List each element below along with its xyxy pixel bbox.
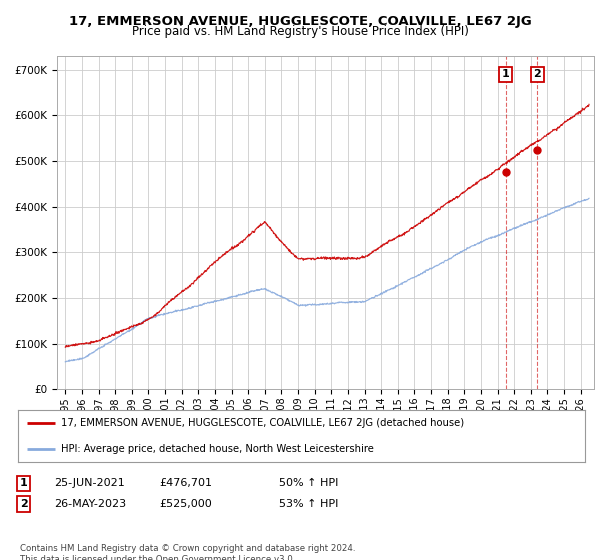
Text: 53% ↑ HPI: 53% ↑ HPI	[279, 499, 338, 509]
Text: 1: 1	[20, 478, 28, 488]
Text: 50% ↑ HPI: 50% ↑ HPI	[279, 478, 338, 488]
Text: Price paid vs. HM Land Registry's House Price Index (HPI): Price paid vs. HM Land Registry's House …	[131, 25, 469, 38]
Text: 1: 1	[502, 69, 509, 80]
Text: HPI: Average price, detached house, North West Leicestershire: HPI: Average price, detached house, Nort…	[61, 444, 373, 454]
Text: 2: 2	[20, 499, 28, 509]
Text: £525,000: £525,000	[159, 499, 212, 509]
Text: 25-JUN-2021: 25-JUN-2021	[54, 478, 125, 488]
Text: Contains HM Land Registry data © Crown copyright and database right 2024.
This d: Contains HM Land Registry data © Crown c…	[20, 544, 355, 560]
Text: £476,701: £476,701	[159, 478, 212, 488]
Text: 26-MAY-2023: 26-MAY-2023	[54, 499, 126, 509]
Text: 17, EMMERSON AVENUE, HUGGLESCOTE, COALVILLE, LE67 2JG: 17, EMMERSON AVENUE, HUGGLESCOTE, COALVI…	[68, 15, 532, 27]
Text: 2: 2	[533, 69, 541, 80]
Text: 17, EMMERSON AVENUE, HUGGLESCOTE, COALVILLE, LE67 2JG (detached house): 17, EMMERSON AVENUE, HUGGLESCOTE, COALVI…	[61, 418, 464, 428]
